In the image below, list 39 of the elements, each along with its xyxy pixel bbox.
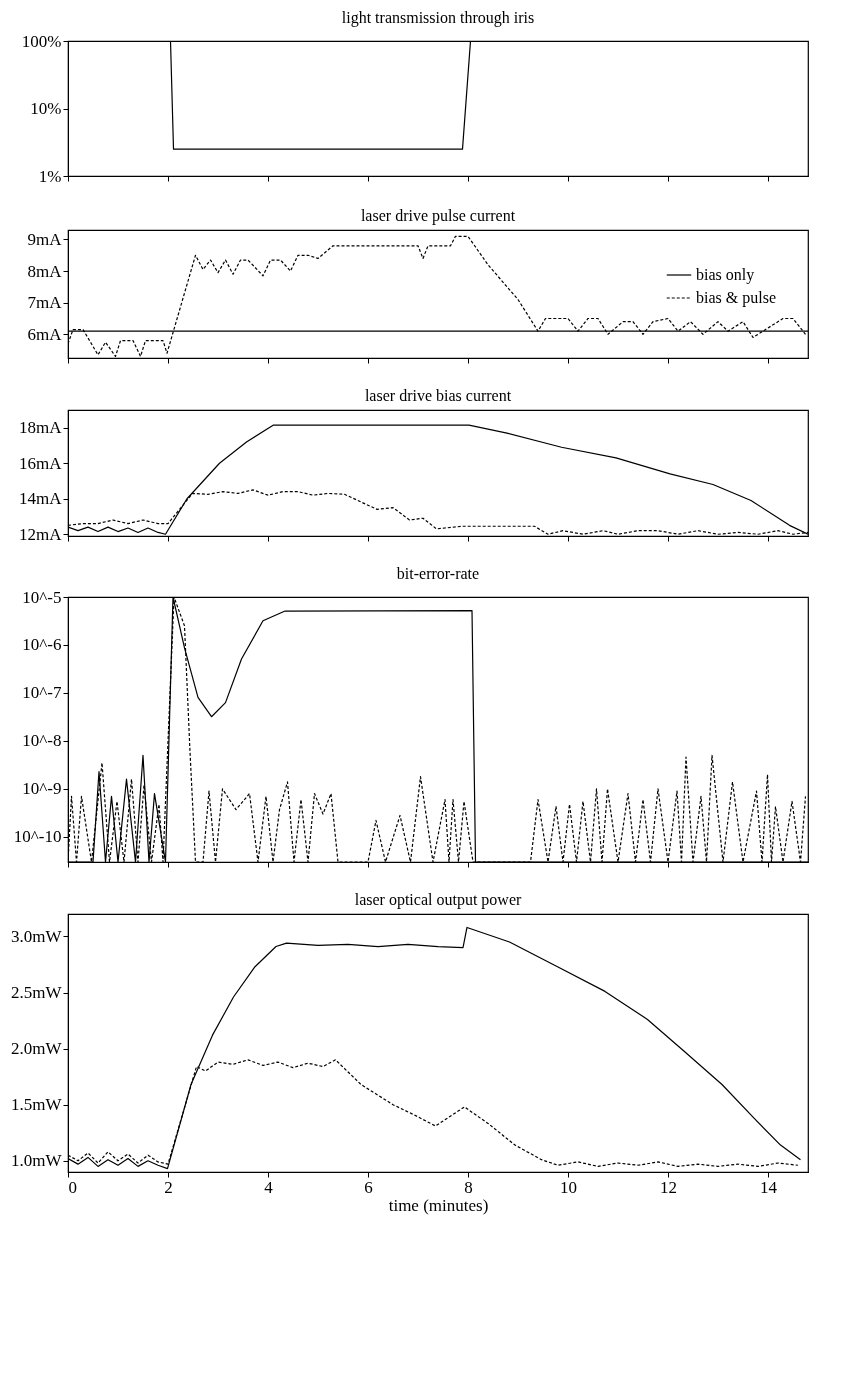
y-tick-label: 10^-5 — [22, 587, 62, 607]
y-tick-label: 12mA — [19, 524, 63, 544]
y-tick-label: 1% — [38, 166, 62, 186]
x-axis-title: time (minutes) — [388, 1195, 489, 1215]
chart-title: light transmission through iris — [341, 9, 535, 27]
y-tick-label: 100% — [21, 31, 62, 51]
x-tick-label: 12 — [660, 1177, 677, 1197]
legend-label: bias & pulse — [696, 289, 776, 307]
y-tick-label: 7mA — [27, 293, 63, 313]
y-tick-label: 8mA — [27, 261, 63, 281]
x-tick-label: 8 — [464, 1177, 473, 1197]
x-tick-label: 2 — [164, 1177, 173, 1197]
y-tick-label: 10^-8 — [22, 731, 62, 751]
legend-label: bias only — [696, 266, 755, 284]
y-tick-label: 10^-6 — [22, 635, 62, 655]
y-tick-label: 9mA — [27, 229, 63, 249]
y-tick-label: 10^-9 — [22, 779, 62, 799]
y-tick-label: 1.5mW — [10, 1095, 63, 1115]
line-series — [68, 235, 807, 358]
chart-title: laser drive pulse current — [360, 207, 516, 225]
chart-title: laser drive bias current — [364, 387, 512, 404]
y-tick-label: 18mA — [19, 418, 63, 438]
x-tick-label: 6 — [364, 1177, 373, 1197]
chart-title: laser optical output power — [354, 891, 522, 909]
y-tick-label: 14mA — [19, 489, 63, 509]
y-tick-label: 3.0mW — [10, 926, 63, 946]
y-tick-label: 10^-7 — [22, 683, 62, 703]
y-tick-label: 1.0mW — [10, 1151, 63, 1171]
x-tick-label: 10 — [560, 1177, 577, 1197]
y-tick-label: 2.5mW — [10, 983, 63, 1003]
y-tick-label: 16mA — [19, 453, 63, 473]
x-tick-label: 0 — [68, 1177, 77, 1197]
chart-title: bit-error-rate — [396, 565, 480, 582]
y-tick-label: 6mA — [27, 324, 63, 344]
y-tick-label: 10% — [30, 99, 62, 118]
y-tick-label: 10^-10 — [13, 827, 62, 847]
x-tick-label: 14 — [760, 1177, 778, 1197]
y-tick-label: 2.0mW — [10, 1039, 63, 1059]
x-tick-label: 4 — [264, 1177, 274, 1197]
